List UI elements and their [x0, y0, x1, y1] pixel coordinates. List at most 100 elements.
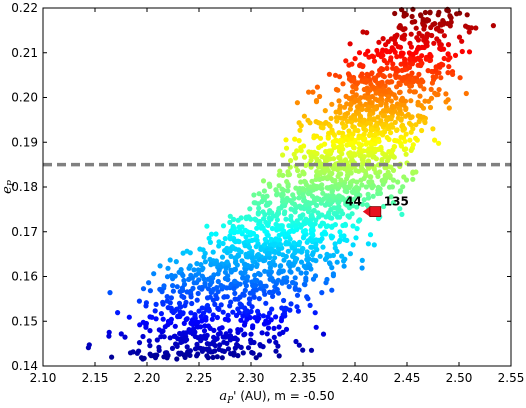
data-point: [199, 318, 205, 324]
data-point: [323, 231, 329, 237]
data-point: [356, 218, 362, 224]
marker-arrow: [362, 206, 370, 217]
data-point: [293, 185, 299, 191]
data-point: [410, 51, 416, 58]
data-point: [436, 140, 442, 146]
data-point: [359, 71, 365, 77]
data-point: [233, 254, 240, 260]
data-point: [164, 274, 171, 280]
data-point: [334, 259, 340, 265]
data-point: [428, 53, 434, 60]
data-point: [308, 347, 315, 353]
data-point: [332, 72, 339, 78]
data-point: [322, 108, 328, 114]
data-point: [373, 106, 379, 112]
data-point: [164, 298, 170, 304]
data-point: [394, 54, 400, 60]
data-point: [325, 223, 331, 229]
data-point: [292, 286, 298, 292]
data-point: [269, 225, 275, 232]
data-point: [254, 225, 260, 231]
data-point: [276, 251, 282, 257]
data-point: [192, 312, 198, 318]
data-point: [147, 343, 153, 349]
data-point: [230, 309, 236, 315]
data-point: [251, 294, 257, 300]
data-point: [330, 193, 336, 199]
data-point: [403, 151, 409, 157]
data-point: [298, 270, 304, 276]
x-tick-label: 2.50: [446, 371, 473, 385]
data-point: [174, 356, 180, 362]
x-tick-label: 2.35: [290, 371, 317, 385]
data-point: [369, 93, 375, 100]
data-point: [359, 257, 365, 263]
data-point: [263, 283, 269, 289]
marker-label-right: 135: [384, 195, 409, 209]
data-point: [416, 71, 422, 77]
data-point: [210, 249, 216, 255]
data-point: [387, 173, 393, 179]
data-point: [147, 328, 153, 334]
data-point: [214, 314, 220, 321]
data-point: [262, 268, 268, 274]
data-point: [260, 178, 267, 184]
data-point: [373, 90, 379, 96]
data-point: [336, 181, 342, 187]
data-point: [184, 344, 190, 350]
data-point: [178, 267, 184, 273]
data-point: [237, 281, 243, 287]
data-point: [291, 240, 297, 246]
data-point: [195, 267, 201, 273]
data-point: [367, 116, 373, 122]
data-point: [390, 177, 396, 183]
data-point: [357, 145, 363, 151]
data-point: [344, 176, 350, 182]
data-point: [397, 89, 403, 95]
data-point: [423, 40, 429, 46]
data-point: [134, 350, 140, 356]
data-point: [387, 89, 393, 95]
data-point: [232, 290, 238, 296]
data-point: [445, 42, 452, 48]
data-point: [380, 108, 387, 114]
data-point: [322, 202, 328, 208]
data-point: [382, 175, 388, 181]
data-point: [276, 223, 282, 229]
data-point: [153, 301, 159, 307]
data-point: [308, 213, 314, 219]
data-point: [210, 312, 216, 318]
data-point: [261, 321, 267, 327]
data-point: [275, 277, 281, 283]
data-point: [159, 289, 165, 295]
data-point: [356, 135, 362, 141]
data-point: [362, 51, 369, 57]
data-point: [235, 353, 241, 359]
data-point: [180, 272, 186, 279]
data-point: [296, 195, 302, 201]
data-point: [280, 152, 286, 158]
data-point: [342, 188, 348, 194]
data-point: [360, 148, 366, 154]
data-point: [312, 310, 318, 316]
data-point: [367, 174, 373, 180]
data-point: [270, 293, 276, 299]
data-point: [86, 342, 92, 348]
data-point: [365, 195, 372, 201]
data-point: [244, 316, 250, 322]
data-point: [359, 106, 365, 112]
data-point: [274, 286, 280, 293]
data-point: [350, 242, 356, 248]
data-point: [327, 156, 333, 162]
data-point: [175, 313, 181, 319]
data-point: [336, 139, 343, 145]
data-point: [350, 140, 356, 146]
data-point: [206, 235, 212, 241]
data-point: [204, 223, 210, 229]
data-point: [368, 71, 374, 77]
data-point: [107, 290, 113, 296]
data-point: [329, 223, 335, 229]
data-point: [318, 169, 324, 175]
data-point: [307, 302, 313, 308]
data-point: [296, 138, 302, 144]
